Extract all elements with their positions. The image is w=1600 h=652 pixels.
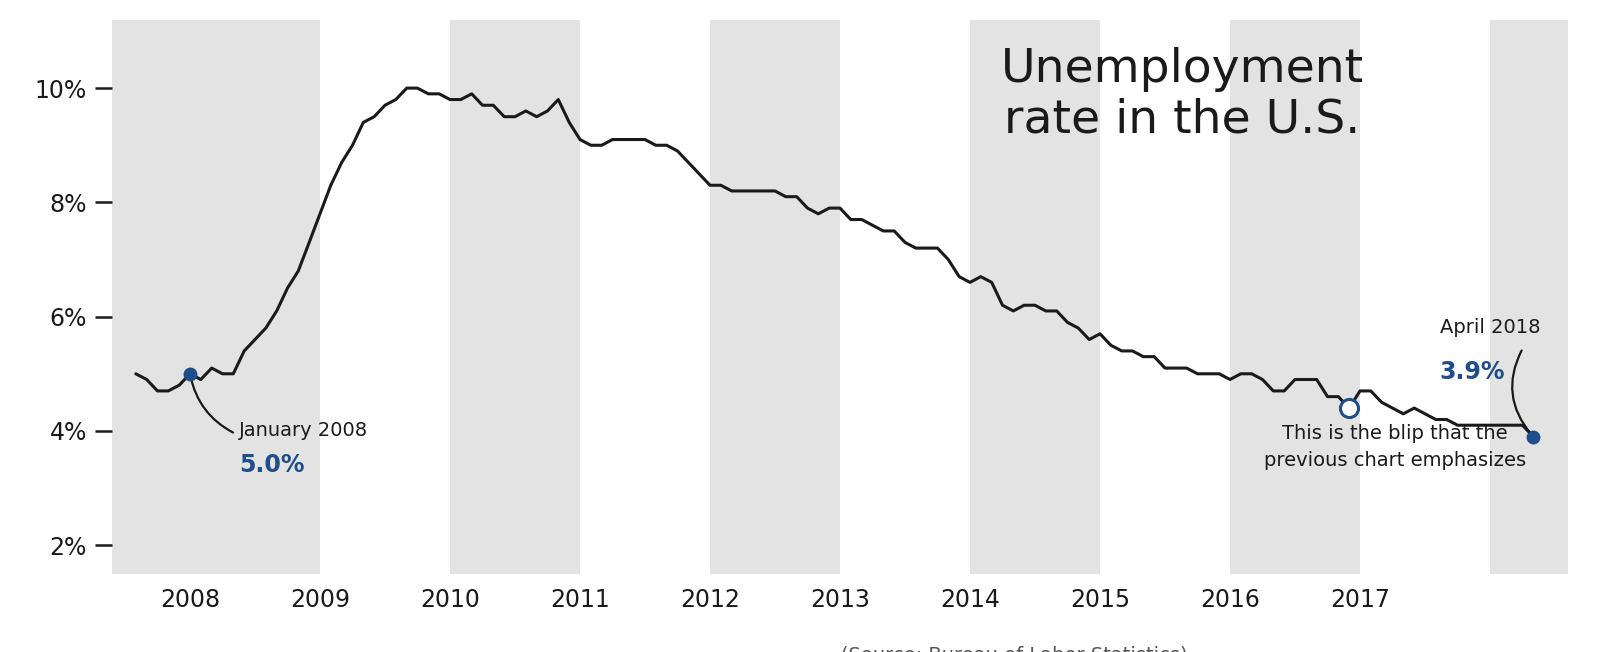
Bar bbox=[710, 20, 840, 574]
Bar bbox=[1230, 20, 1360, 574]
Text: This is the blip that the
previous chart emphasizes: This is the blip that the previous chart… bbox=[1264, 424, 1526, 469]
Text: January 2008: January 2008 bbox=[240, 421, 368, 439]
Text: 3.9%: 3.9% bbox=[1440, 359, 1506, 383]
Bar bbox=[1490, 20, 1568, 574]
Text: April 2018: April 2018 bbox=[1440, 318, 1541, 336]
Text: 5.0%: 5.0% bbox=[240, 452, 306, 477]
Bar bbox=[450, 20, 581, 574]
Text: (Source: Bureau of Labor Statistics): (Source: Bureau of Labor Statistics) bbox=[842, 645, 1189, 652]
Bar bbox=[112, 20, 320, 574]
Bar bbox=[970, 20, 1101, 574]
Text: Unemployment
rate in the U.S.: Unemployment rate in the U.S. bbox=[1000, 48, 1363, 143]
